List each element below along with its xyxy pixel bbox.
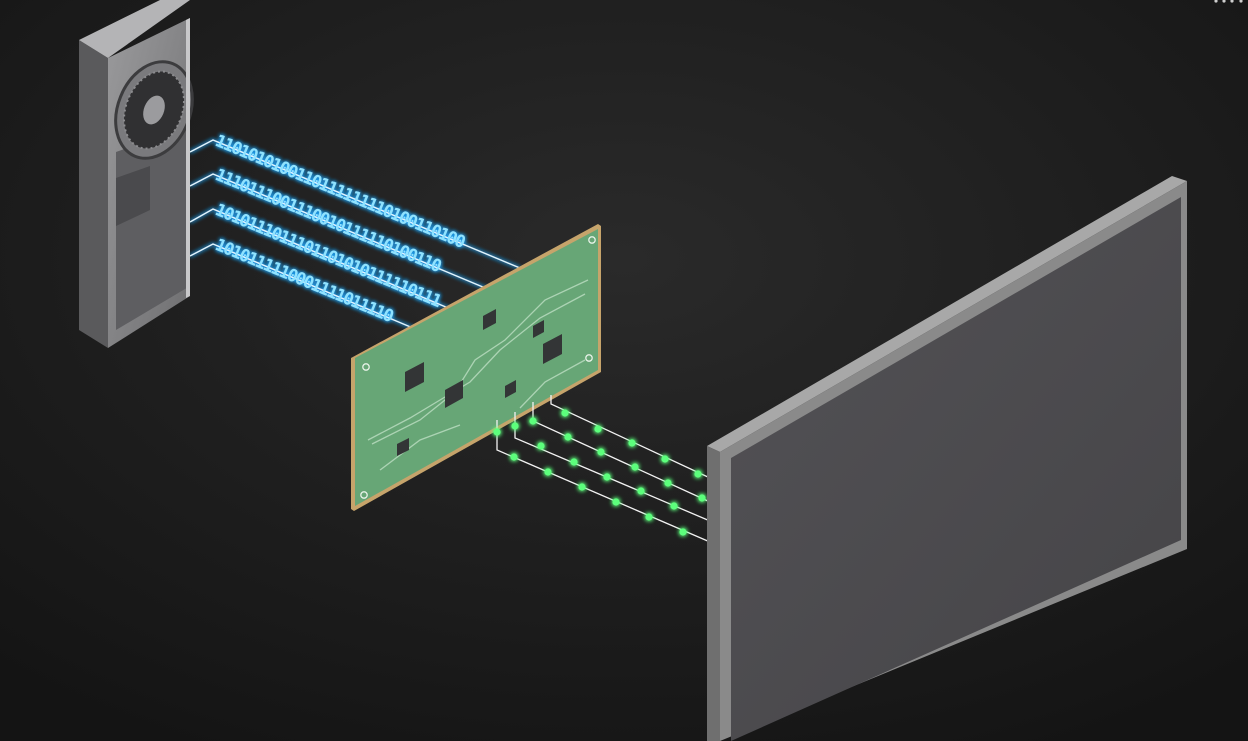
chip-6 <box>505 380 516 398</box>
gpu-shroud-accent <box>116 166 150 226</box>
chip-4 <box>533 320 544 338</box>
chip-3 <box>483 309 496 330</box>
corner-dots <box>1214 0 1243 3</box>
pcb-face <box>355 229 598 506</box>
gpu-fan-icon <box>114 60 194 160</box>
gpu-side-face <box>79 40 108 348</box>
pcb-mount-holes <box>360 236 596 499</box>
monitor-screen <box>731 197 1181 741</box>
monitor-top-edge <box>707 176 1187 452</box>
chip-5 <box>543 334 562 364</box>
monitor <box>707 176 1187 741</box>
chip-7 <box>397 438 409 456</box>
monitor-side-edge <box>707 446 720 741</box>
chip-2 <box>445 380 463 408</box>
signal-dots <box>493 409 706 536</box>
gpu-top-face <box>79 0 190 58</box>
circuit-board <box>351 224 601 511</box>
gpu-bracket-edge <box>186 18 190 298</box>
graphics-card <box>79 0 194 348</box>
signal-lines <box>493 395 711 543</box>
pcb-traces <box>367 279 589 471</box>
chip-1 <box>405 362 424 392</box>
pcb-chips <box>397 309 562 456</box>
